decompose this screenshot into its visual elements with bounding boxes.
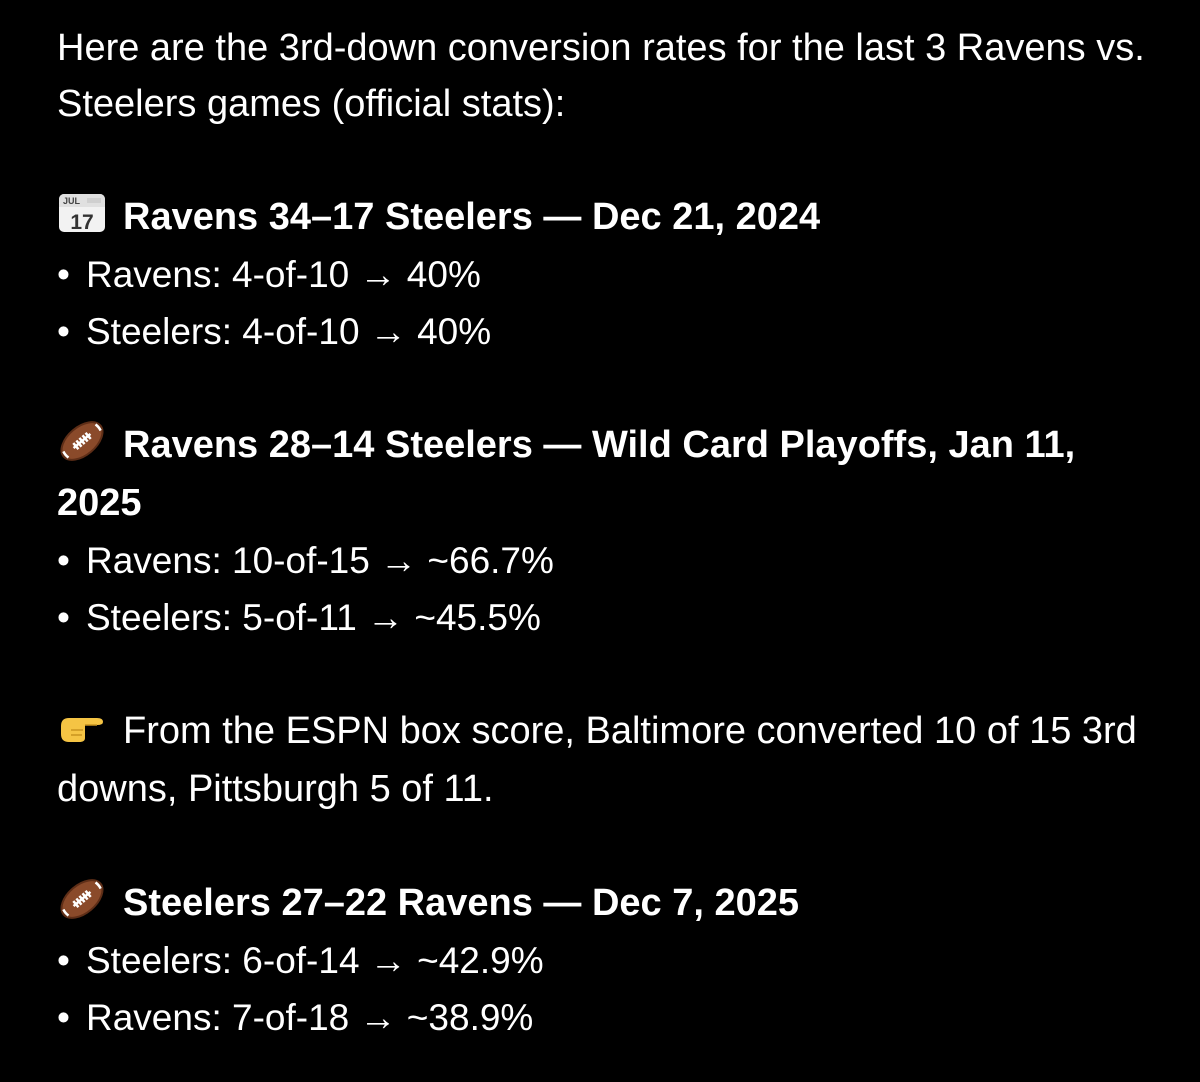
- game-heading-text: Ravens 34–17 Steelers — Dec 21, 2024: [123, 196, 821, 238]
- stat-line-text: Steelers: 6-of-14 → ~42.9%: [86, 940, 544, 981]
- game-heading-text: Ravens 28–14 Steelers — Wild Card Playof…: [57, 424, 1076, 524]
- stat-line: • Steelers: 4-of-10 → 40%: [57, 303, 1167, 360]
- stat-line-text: Steelers: 4-of-10 → 40%: [86, 311, 492, 352]
- bullet-marker: •: [57, 254, 70, 295]
- bullet-marker: •: [57, 540, 70, 581]
- spacer: [57, 360, 1167, 416]
- game-section-3: Steelers 27–22 Ravens — Dec 7, 2025 • Ste…: [57, 874, 1167, 1046]
- message-content: Here are the 3rd-down conversion rates f…: [57, 20, 1167, 1046]
- bullet-marker: •: [57, 597, 70, 638]
- game-heading: JUL 17 Ravens 34–17 Steelers — Dec 21, 2…: [57, 188, 1167, 246]
- game-heading: Ravens 28–14 Steelers — Wild Card Playof…: [57, 416, 1167, 532]
- stat-line-text: Ravens: 10-of-15 → ~66.7%: [86, 540, 554, 581]
- game-heading-text: Steelers 27–22 Ravens — Dec 7, 2025: [123, 882, 800, 924]
- football-icon: [60, 879, 104, 919]
- stat-line: • Ravens: 4-of-10 → 40%: [57, 246, 1167, 303]
- spacer: [57, 132, 1167, 188]
- game-section-2: Ravens 28–14 Steelers — Wild Card Playof…: [57, 416, 1167, 646]
- pointing-hand-icon: [61, 718, 103, 742]
- football-icon: [60, 421, 104, 461]
- game-heading: Steelers 27–22 Ravens — Dec 7, 2025: [57, 874, 1167, 932]
- bullet-marker: •: [57, 940, 70, 981]
- calendar-icon: JUL 17: [59, 194, 105, 234]
- game-section-1: JUL 17 Ravens 34–17 Steelers — Dec 21, 2…: [57, 188, 1167, 360]
- stat-line: • Steelers: 5-of-11 → ~45.5%: [57, 589, 1167, 646]
- source-note: From the ESPN box score, Baltimore conve…: [57, 702, 1167, 818]
- spacer: [57, 646, 1167, 702]
- stat-line-text: Ravens: 7-of-18 → ~38.9%: [86, 997, 534, 1038]
- svg-text:JUL: JUL: [63, 196, 81, 206]
- stat-line: • Ravens: 7-of-18 → ~38.9%: [57, 989, 1167, 1046]
- bullet-marker: •: [57, 997, 70, 1038]
- intro-text: Here are the 3rd-down conversion rates f…: [57, 27, 1145, 125]
- stat-line-text: Steelers: 5-of-11 → ~45.5%: [86, 597, 541, 638]
- svg-text:17: 17: [70, 211, 93, 234]
- stat-line: • Steelers: 6-of-14 → ~42.9%: [57, 932, 1167, 989]
- spacer: [57, 818, 1167, 874]
- stat-line: • Ravens: 10-of-15 → ~66.7%: [57, 532, 1167, 589]
- source-note-text: From the ESPN box score, Baltimore conve…: [57, 710, 1137, 810]
- bullet-marker: •: [57, 311, 70, 352]
- stat-line-text: Ravens: 4-of-10 → 40%: [86, 254, 481, 295]
